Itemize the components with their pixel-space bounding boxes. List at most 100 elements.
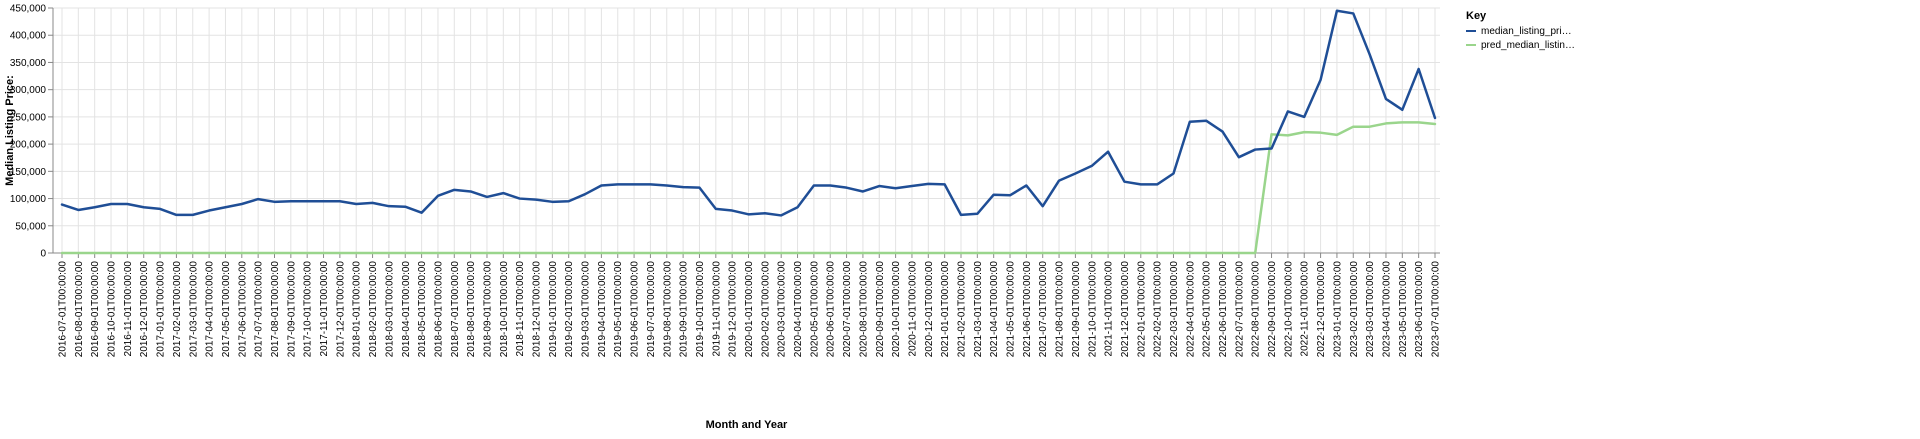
x-tick-label: 2022-07-01T00:00:00	[1234, 261, 1245, 358]
x-tick-label: 2019-12-01T00:00:00	[728, 261, 739, 358]
x-tick-label: 2017-09-01T00:00:00	[286, 261, 297, 358]
series-lines	[60, 9, 1437, 255]
x-tick-label: 2020-07-01T00:00:00	[842, 261, 853, 358]
series-line-pred-median-listing-price	[60, 121, 1437, 255]
legend: Key median_listing_pri… pred_median_list…	[1466, 10, 1575, 51]
x-tick-label: 2019-01-01T00:00:00	[548, 261, 559, 358]
x-tick-label: 2017-08-01T00:00:00	[270, 261, 281, 358]
x-tick-label: 2019-05-01T00:00:00	[613, 261, 624, 358]
x-tick-label: 2018-02-01T00:00:00	[368, 261, 379, 358]
gridlines	[53, 7, 1440, 254]
series-line-median-listing-price	[60, 9, 1437, 217]
x-tick-label: 2019-07-01T00:00:00	[646, 261, 657, 358]
x-tick-label: 2019-02-01T00:00:00	[564, 261, 575, 358]
x-tick-label: 2022-05-01T00:00:00	[1202, 261, 1213, 358]
x-tick-label: 2020-06-01T00:00:00	[826, 261, 837, 358]
x-tick-label: 2023-07-01T00:00:00	[1431, 261, 1442, 358]
x-tick-label: 2022-03-01T00:00:00	[1169, 261, 1180, 358]
y-tick-label: 300,000	[10, 85, 47, 96]
x-tick-label: 2020-10-01T00:00:00	[891, 261, 902, 358]
x-tick-label: 2021-03-01T00:00:00	[973, 261, 984, 358]
x-tick-label: 2022-06-01T00:00:00	[1218, 261, 1229, 358]
x-tick-label: 2016-10-01T00:00:00	[107, 261, 118, 358]
x-tick-label: 2017-06-01T00:00:00	[237, 261, 248, 358]
y-tick-label: 400,000	[10, 31, 47, 42]
y-tick-label: 350,000	[10, 58, 47, 69]
x-tick-label: 2020-04-01T00:00:00	[793, 261, 804, 358]
x-tick-label: 2016-12-01T00:00:00	[139, 261, 150, 358]
x-tick-label: 2018-08-01T00:00:00	[466, 261, 477, 358]
y-tick-label: 450,000	[10, 4, 47, 15]
x-tick-label: 2021-11-01T00:00:00	[1104, 261, 1115, 357]
axes: 0 50,000 100,000 150,000 200,000 250,000 300,0…	[10, 4, 1442, 358]
legend-label-pred-median-listing-price: pred_median_listin…	[1481, 40, 1575, 51]
x-tick-label: 2020-08-01T00:00:00	[858, 261, 869, 358]
x-tick-label: 2022-12-01T00:00:00	[1316, 261, 1327, 358]
x-tick-label: 2018-09-01T00:00:00	[482, 261, 493, 358]
x-tick-label: 2017-05-01T00:00:00	[221, 261, 232, 358]
y-axis-title: Median Listing Price:	[4, 75, 16, 186]
x-tick-label: 2018-07-01T00:00:00	[450, 261, 461, 358]
x-tick-label: 2018-06-01T00:00:00	[433, 261, 444, 358]
x-tick-label: 2018-05-01T00:00:00	[417, 261, 428, 358]
x-tick-label: 2020-01-01T00:00:00	[744, 261, 755, 358]
x-tick-label: 2019-10-01T00:00:00	[695, 261, 706, 358]
y-tick-label: 200,000	[10, 140, 47, 151]
x-tick-label: 2022-02-01T00:00:00	[1153, 261, 1164, 358]
x-tick-label: 2017-12-01T00:00:00	[335, 261, 346, 358]
x-tick-label: 2017-01-01T00:00:00	[156, 261, 167, 358]
x-tick-label: 2022-04-01T00:00:00	[1185, 261, 1196, 358]
x-tick-label: 2022-10-01T00:00:00	[1283, 261, 1294, 358]
x-tick-label: 2018-11-01T00:00:00	[515, 261, 526, 357]
x-tick-label: 2021-10-01T00:00:00	[1087, 261, 1098, 358]
x-tick-label: 2020-11-01T00:00:00	[907, 261, 918, 357]
x-tick-label: 2023-04-01T00:00:00	[1381, 261, 1392, 358]
x-tick-label: 2022-08-01T00:00:00	[1251, 261, 1262, 358]
x-tick-label: 2018-01-01T00:00:00	[352, 261, 363, 358]
x-tick-label: 2022-09-01T00:00:00	[1267, 261, 1278, 358]
x-tick-label: 2022-01-01T00:00:00	[1136, 261, 1147, 358]
x-tick-label: 2021-07-01T00:00:00	[1038, 261, 1049, 358]
x-tick-label: 2023-05-01T00:00:00	[1398, 261, 1409, 358]
x-tick-label: 2017-07-01T00:00:00	[254, 261, 265, 358]
x-axis-title: Month and Year	[706, 419, 788, 431]
x-tick-label: 2017-04-01T00:00:00	[205, 261, 216, 358]
x-tick-label: 2020-03-01T00:00:00	[777, 261, 788, 358]
x-tick-label: 2019-06-01T00:00:00	[630, 261, 641, 358]
y-tick-label: 150,000	[10, 167, 47, 178]
x-tick-label: 2020-09-01T00:00:00	[875, 261, 886, 358]
x-tick-label: 2017-10-01T00:00:00	[303, 261, 314, 358]
x-tick-label: 2020-12-01T00:00:00	[924, 261, 935, 358]
x-tick-label: 2019-11-01T00:00:00	[711, 261, 722, 357]
x-tick-label: 2018-04-01T00:00:00	[401, 261, 412, 358]
x-tick-label: 2016-09-01T00:00:00	[90, 261, 101, 358]
x-tick-label: 2019-03-01T00:00:00	[581, 261, 592, 358]
x-tick-label: 2023-02-01T00:00:00	[1349, 261, 1360, 358]
x-tick-label: 2020-02-01T00:00:00	[760, 261, 771, 358]
x-tick-label: 2021-08-01T00:00:00	[1055, 261, 1066, 358]
x-tick-label: 2018-12-01T00:00:00	[532, 261, 543, 358]
x-tick-label: 2018-03-01T00:00:00	[384, 261, 395, 358]
y-tick-label: 100,000	[10, 194, 47, 205]
x-tick-label: 2019-08-01T00:00:00	[662, 261, 673, 358]
y-tick-label: 0	[40, 249, 46, 260]
x-tick-label: 2016-08-01T00:00:00	[74, 261, 85, 358]
x-tick-label: 2016-11-01T00:00:00	[123, 261, 134, 357]
x-tick-label: 2020-05-01T00:00:00	[809, 261, 820, 358]
x-tick-label: 2023-03-01T00:00:00	[1365, 261, 1376, 358]
y-tick-label: 50,000	[15, 221, 46, 232]
x-tick-label: 2016-07-01T00:00:00	[58, 261, 69, 358]
x-tick-label: 2021-04-01T00:00:00	[989, 261, 1000, 358]
x-tick-label: 2021-02-01T00:00:00	[956, 261, 967, 358]
x-tick-label: 2017-03-01T00:00:00	[188, 261, 199, 358]
x-tick-label: 2019-04-01T00:00:00	[597, 261, 608, 358]
x-tick-label: 2017-11-01T00:00:00	[319, 261, 330, 357]
x-tick-label: 2022-11-01T00:00:00	[1300, 261, 1311, 357]
x-tick-label: 2023-01-01T00:00:00	[1332, 261, 1343, 358]
x-tick-label: 2021-05-01T00:00:00	[1006, 261, 1017, 358]
y-tick-label: 250,000	[10, 112, 47, 123]
x-tick-label: 2019-09-01T00:00:00	[679, 261, 690, 358]
x-tick-label: 2021-09-01T00:00:00	[1071, 261, 1082, 358]
